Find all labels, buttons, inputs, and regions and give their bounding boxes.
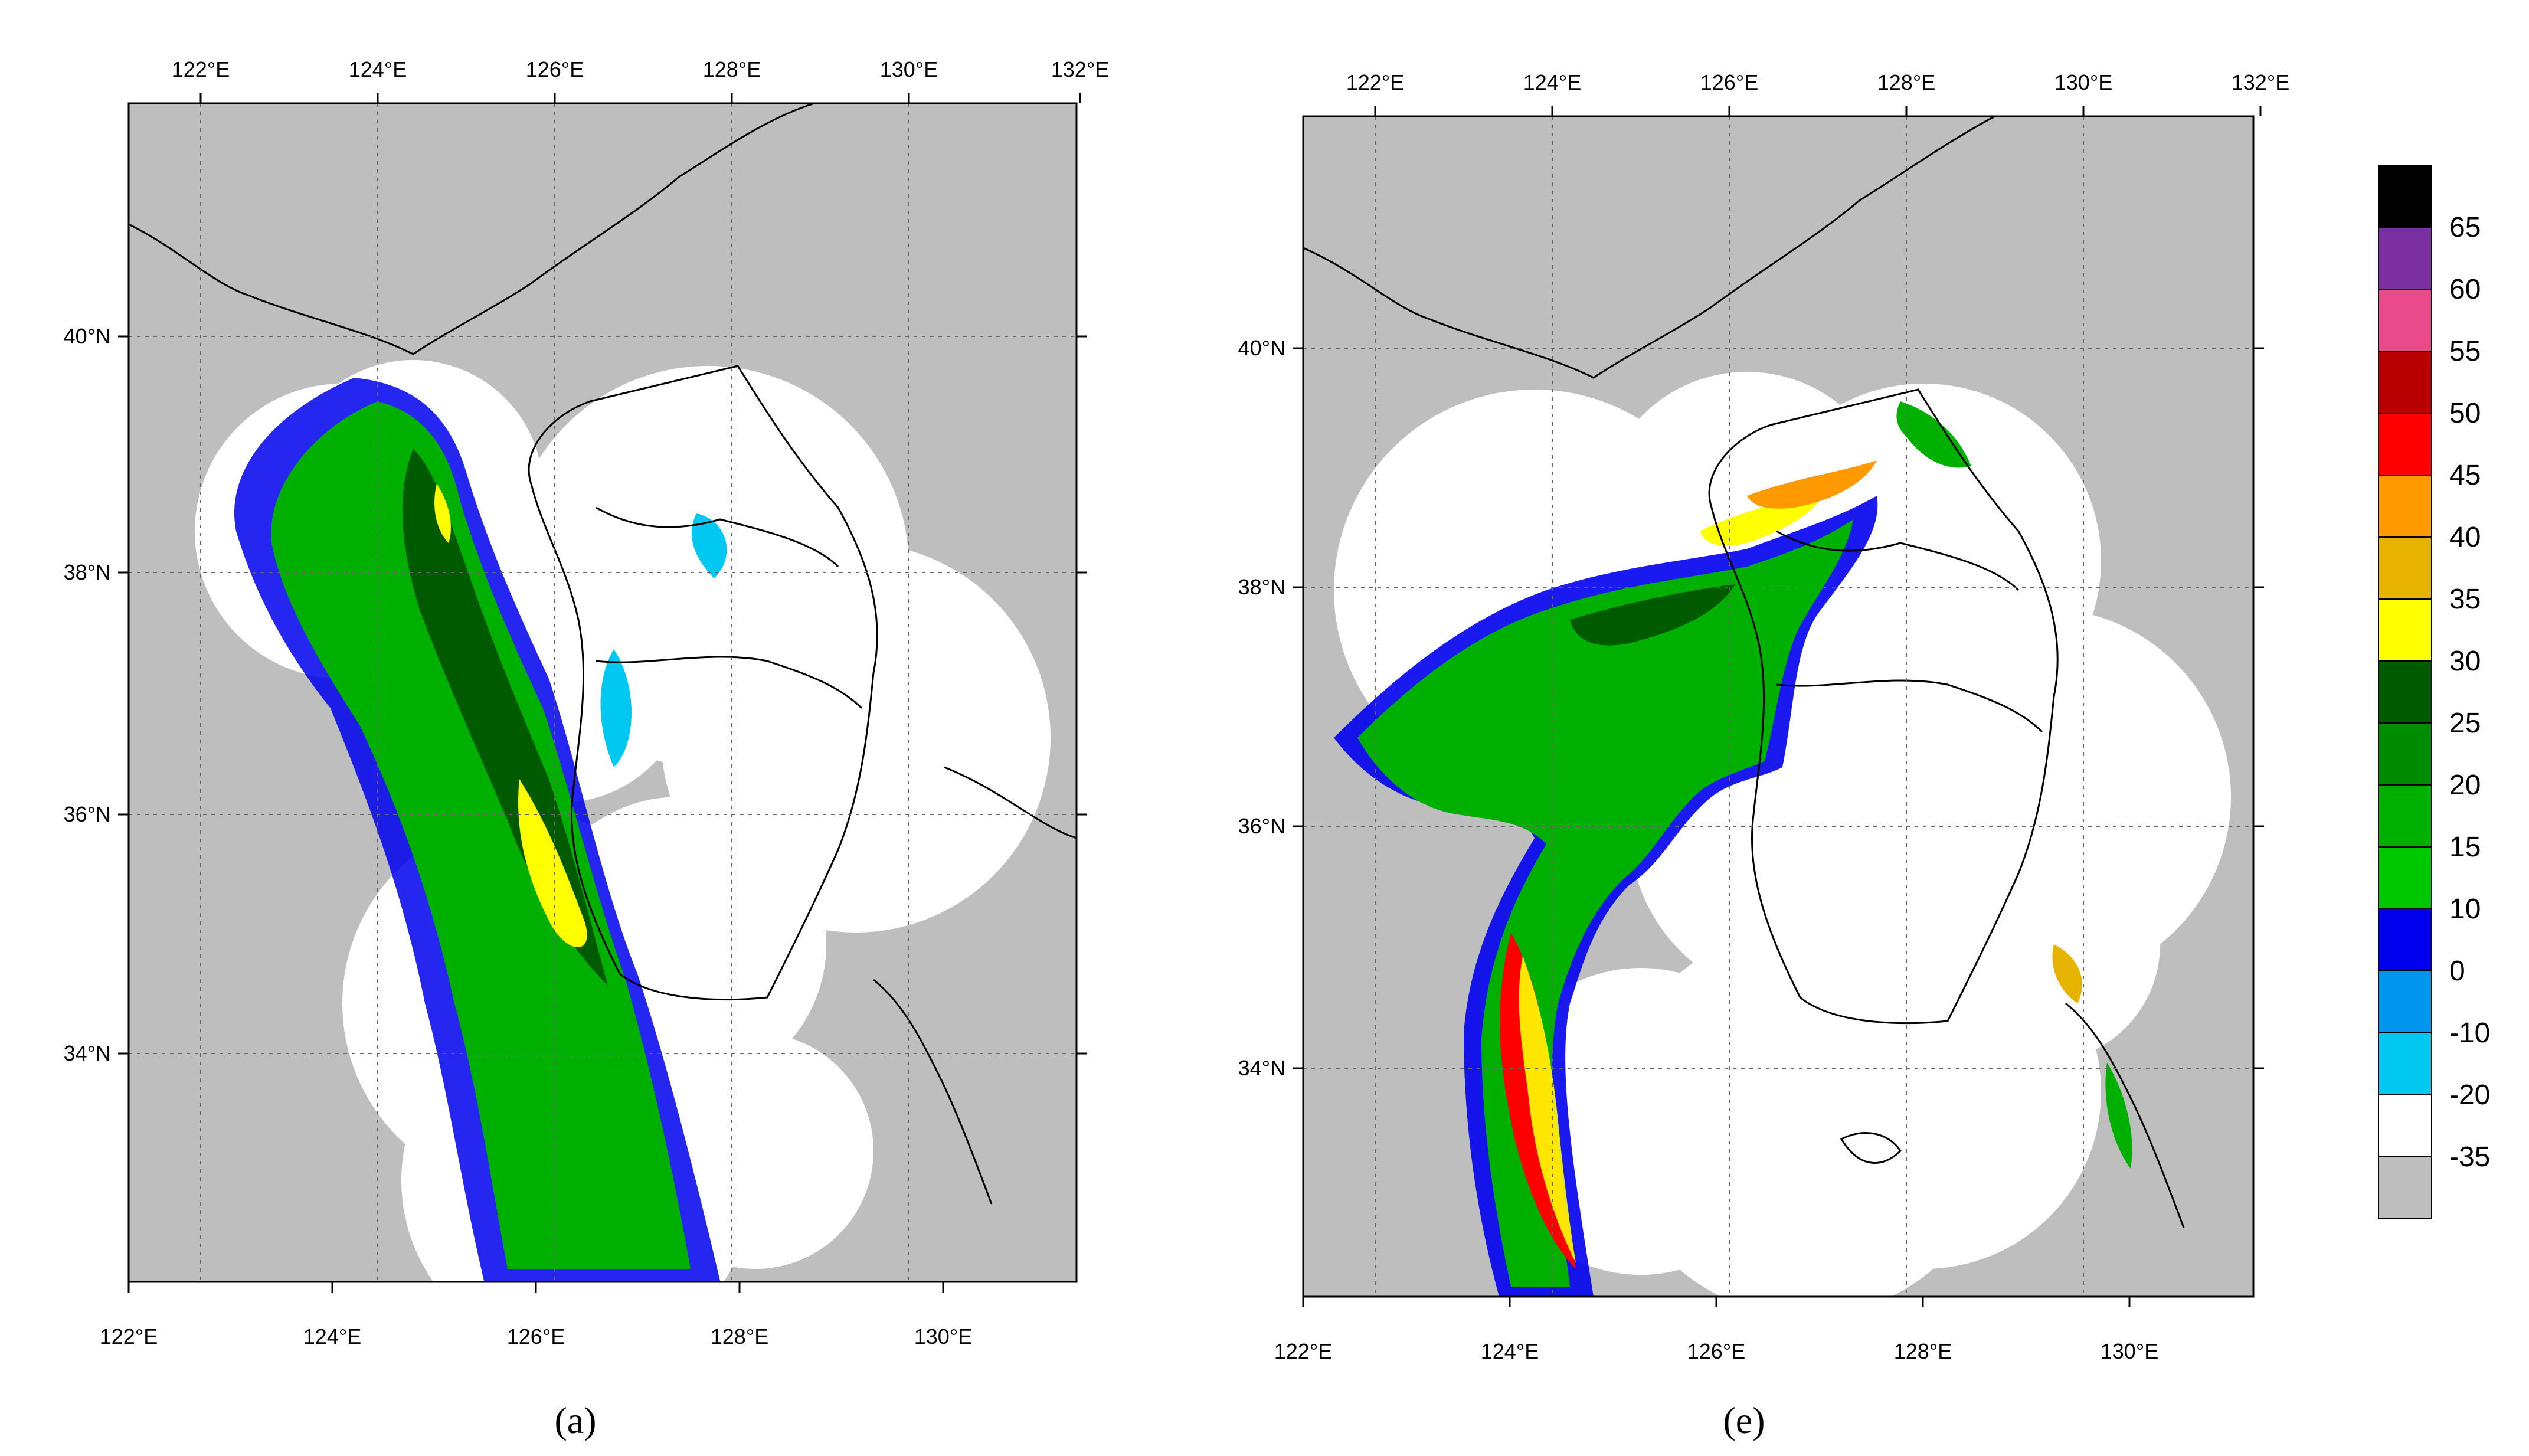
colorbar-swatch [2378, 1094, 2432, 1157]
bottom-lon-label: 128°E [711, 1324, 768, 1349]
colorbar-swatch [2378, 722, 2432, 786]
colorbar-level-label: 45 [2449, 460, 2481, 491]
colorbar-swatch [2378, 908, 2432, 971]
map-frame [1302, 115, 2255, 1298]
top-lon-label: 122°E [1346, 70, 1404, 94]
axis-ticks: 122°E 124°E 126°E 128°E 130°E 132°E 122°E 124°E… [1238, 70, 2290, 1363]
colorbar-level-label: 15 [2449, 832, 2481, 863]
bottom-lon-label: 124°E [303, 1324, 361, 1349]
colorbar-swatch [2378, 289, 2432, 352]
graticule-grid [1303, 116, 2253, 1297]
top-lon-label: 128°E [703, 57, 761, 81]
coastline-boundaries [128, 102, 1077, 1205]
caption-e: (e) [1723, 1399, 1765, 1441]
axis-ticks: 122°E 124°E 126°E 128°E 130°E 132°E 122°E 124°E… [64, 57, 1110, 1349]
top-lon-label: 132°E [2232, 70, 2289, 94]
lat-label: 38°N [1238, 575, 1285, 599]
colorbar-swatch [2378, 1156, 2432, 1219]
colorbar-level-label: 65 [2449, 212, 2481, 243]
colorbar-level-label: 50 [2449, 398, 2481, 429]
top-lon-label: 128°E [1877, 70, 1935, 94]
colorbar-legend: 65 60 55 50 45 40 35 30 25 20 15 10 0 -10 -20 -35 [2378, 165, 2490, 1219]
top-lon-label: 124°E [349, 57, 407, 81]
lat-label: 36°N [1238, 814, 1285, 838]
colorbar-swatch [2378, 660, 2432, 724]
colorbar-level-label: 60 [2449, 274, 2481, 305]
colorbar-level-label: 35 [2449, 584, 2481, 615]
top-lon-label: 126°E [526, 57, 584, 81]
bottom-lon-label: 128°E [1894, 1339, 1952, 1363]
map-frame [127, 102, 1078, 1283]
colorbar-swatch [2378, 165, 2432, 228]
colorbar-swatch [2378, 351, 2432, 414]
top-lon-label: 124°E [1523, 70, 1581, 94]
bottom-lon-label: 122°E [1274, 1339, 1332, 1363]
colorbar-swatch [2378, 598, 2432, 662]
bottom-lon-label: 126°E [1687, 1339, 1745, 1363]
coastline-boundaries [1303, 115, 2185, 1228]
reflectivity-echoes [234, 378, 727, 1281]
colorbar-swatch [2378, 970, 2432, 1033]
colorbar-level-label: -35 [2449, 1141, 2490, 1173]
bottom-lon-label: 126°E [507, 1324, 565, 1349]
colorbar-level-label: 0 [2449, 956, 2465, 987]
colorbar-level-label: 10 [2449, 894, 2481, 925]
colorbar-swatch [2378, 413, 2432, 476]
graticule-grid [129, 103, 1077, 1282]
lat-label: 40°N [64, 324, 111, 348]
lat-label: 38°N [64, 560, 111, 584]
top-lon-label: 130°E [2054, 70, 2112, 94]
colorbar-swatch [2378, 846, 2432, 909]
colorbar-swatch [2378, 536, 2432, 600]
colorbar-swatch [2378, 475, 2432, 538]
colorbar-level-label: 20 [2449, 770, 2481, 801]
colorbar-swatch [2378, 784, 2432, 848]
bottom-lon-label: 124°E [1481, 1339, 1539, 1363]
colorbar-level-label: -20 [2449, 1079, 2490, 1111]
top-lon-label: 122°E [172, 57, 230, 81]
colorbar-level-label: 55 [2449, 336, 2481, 367]
colorbar-level-label: 25 [2449, 708, 2481, 739]
top-lon-label: 130°E [880, 57, 938, 81]
top-lon-label: 132°E [1051, 57, 1109, 81]
lat-label: 34°N [1238, 1056, 1285, 1080]
colorbar-swatch [2378, 1032, 2432, 1095]
colorbar-level-label: -10 [2449, 1017, 2490, 1049]
colorbar-level-label: 30 [2449, 646, 2481, 677]
bottom-lon-label: 130°E [2101, 1339, 2158, 1363]
map-panel-e: 122°E 124°E 126°E 128°E 130°E 132°E 122°E 124°E… [1238, 70, 2290, 1363]
colorbar-level-label: 40 [2449, 522, 2481, 553]
bottom-lon-label: 122°E [100, 1324, 158, 1349]
top-lon-label: 126°E [1700, 70, 1758, 94]
lat-label: 36°N [64, 802, 111, 826]
bottom-lon-label: 130°E [914, 1324, 972, 1349]
map-panel-a: 122°E 124°E 126°E 128°E 130°E 132°E 122°E 124°E… [64, 57, 1110, 1357]
caption-a: (a) [554, 1399, 597, 1441]
lat-label: 40°N [1238, 336, 1285, 360]
colorbar-swatch [2378, 227, 2432, 290]
lat-label: 34°N [64, 1041, 111, 1065]
